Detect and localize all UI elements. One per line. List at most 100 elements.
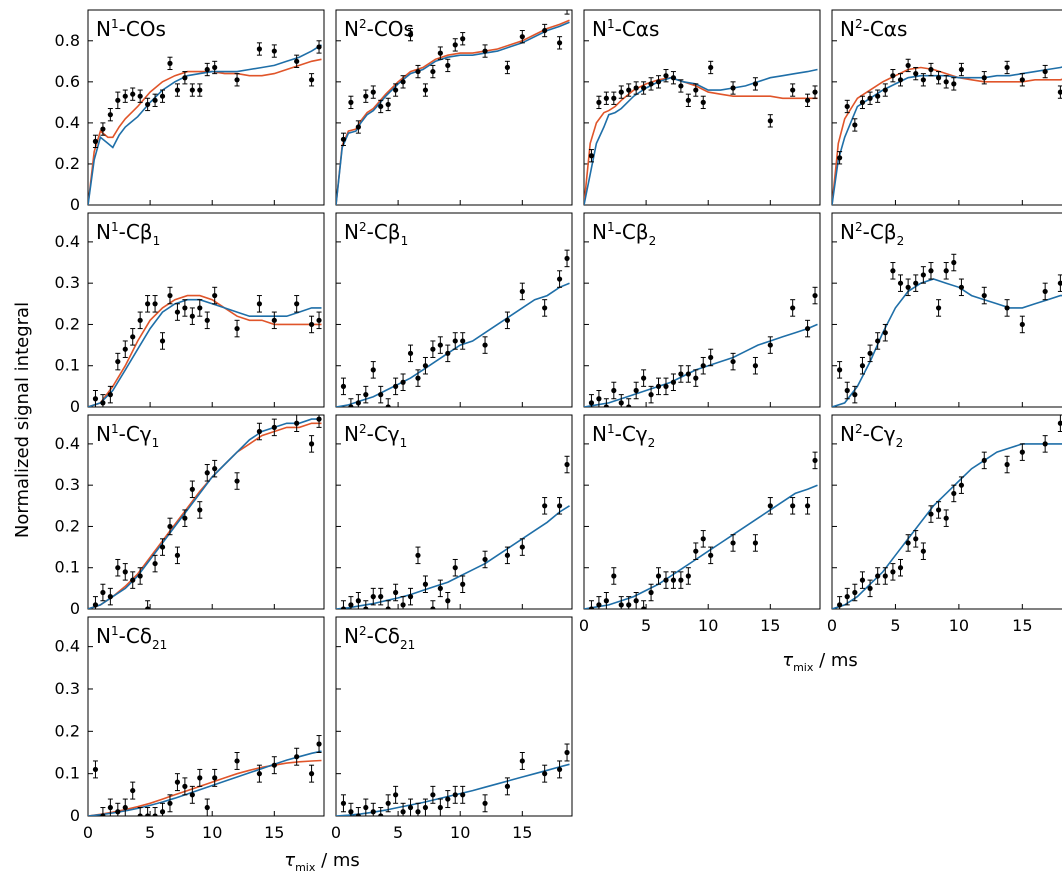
data-point xyxy=(174,87,181,93)
data-point xyxy=(355,598,361,604)
x-tick-label: 0 xyxy=(331,823,341,842)
data-point xyxy=(182,515,188,521)
data-point xyxy=(641,606,647,609)
data-point xyxy=(1019,449,1025,455)
data-point xyxy=(678,371,684,377)
x-axis-label-row4: τmix / ms xyxy=(284,850,360,874)
data-point xyxy=(844,103,850,110)
data-point xyxy=(452,42,458,48)
data-point xyxy=(920,548,926,554)
data-point xyxy=(913,536,919,542)
data-point xyxy=(189,87,195,93)
data-point xyxy=(393,383,399,389)
y-tick-label: 0.2 xyxy=(55,154,80,173)
data-point xyxy=(678,577,684,583)
panel-frame xyxy=(87,414,325,610)
data-point xyxy=(897,77,904,83)
data-point xyxy=(611,387,617,394)
data-point xyxy=(943,515,949,521)
data-point xyxy=(437,342,443,348)
data-point xyxy=(875,573,881,579)
data-point xyxy=(212,292,218,299)
fit-line-orange xyxy=(584,76,818,205)
data-point xyxy=(1042,441,1048,447)
data-point xyxy=(130,577,136,583)
data-point xyxy=(234,478,240,484)
data-point xyxy=(943,79,949,85)
plot-area xyxy=(88,40,322,205)
data-point xyxy=(167,60,173,66)
data-point xyxy=(626,404,632,407)
x-tick-label: 15 xyxy=(264,823,284,842)
x-tick-label: 15 xyxy=(512,823,532,842)
x-axis-title: τmix / ms xyxy=(284,850,360,874)
data-point xyxy=(204,317,210,323)
panel-3: N1-Cαs xyxy=(583,9,821,206)
data-point xyxy=(115,809,121,815)
data-point xyxy=(145,301,151,307)
data-point xyxy=(400,79,406,85)
panel-frame xyxy=(831,212,1062,408)
panel-title: N2-Cγ2 xyxy=(840,422,903,450)
data-point xyxy=(655,573,662,579)
data-point xyxy=(437,50,443,56)
x-axis-title: τmix / ms xyxy=(782,650,858,674)
data-point xyxy=(415,809,421,815)
data-point xyxy=(212,466,218,472)
fit-line-blue xyxy=(832,443,1062,609)
data-point xyxy=(370,367,376,373)
data-point xyxy=(618,400,624,406)
data-point xyxy=(256,428,263,435)
panel-frame xyxy=(335,212,573,408)
data-point xyxy=(812,292,818,299)
data-point xyxy=(430,68,436,75)
plot-area xyxy=(584,451,818,609)
fit-line-orange xyxy=(88,422,322,609)
data-point xyxy=(920,272,926,278)
data-point xyxy=(340,136,347,142)
data-point xyxy=(670,577,677,583)
x-tick-label: 10 xyxy=(698,616,718,635)
data-point xyxy=(174,309,181,315)
x-tick-label: 5 xyxy=(393,823,403,842)
data-point xyxy=(197,507,203,513)
data-point xyxy=(407,594,414,600)
data-point xyxy=(1057,280,1062,286)
data-point xyxy=(603,95,609,101)
data-point xyxy=(204,66,210,73)
data-point xyxy=(122,569,128,575)
data-point xyxy=(542,305,548,311)
data-point xyxy=(256,771,263,777)
data-point xyxy=(958,66,965,73)
fit-line-blue xyxy=(336,282,570,407)
data-point xyxy=(167,292,173,299)
data-point xyxy=(859,99,866,105)
data-point xyxy=(182,305,188,311)
data-point xyxy=(271,317,277,323)
data-point xyxy=(685,371,691,377)
panel-frame xyxy=(335,9,573,206)
data-point xyxy=(859,577,866,583)
panel-frame xyxy=(583,212,821,408)
plot-area xyxy=(584,286,818,407)
data-point xyxy=(565,10,569,11)
data-point xyxy=(316,44,322,50)
data-point xyxy=(596,602,602,608)
plot-area xyxy=(88,735,322,816)
data-point xyxy=(100,400,106,406)
data-point xyxy=(445,350,451,356)
y-tick-label: 0 xyxy=(70,195,80,214)
data-point xyxy=(137,813,143,816)
data-point xyxy=(92,396,99,402)
panel-1: 0 0.2 0.4 0.6 0.8 N1-COs xyxy=(55,9,325,214)
data-point xyxy=(145,606,151,609)
data-point xyxy=(452,792,458,798)
data-point xyxy=(122,346,128,352)
panel-title: N2-Cβ1 xyxy=(344,220,408,248)
data-point xyxy=(951,490,957,497)
data-point xyxy=(603,404,609,407)
panel-frame xyxy=(335,616,573,817)
data-point xyxy=(626,87,632,93)
data-point xyxy=(174,779,181,785)
data-point xyxy=(115,358,121,365)
